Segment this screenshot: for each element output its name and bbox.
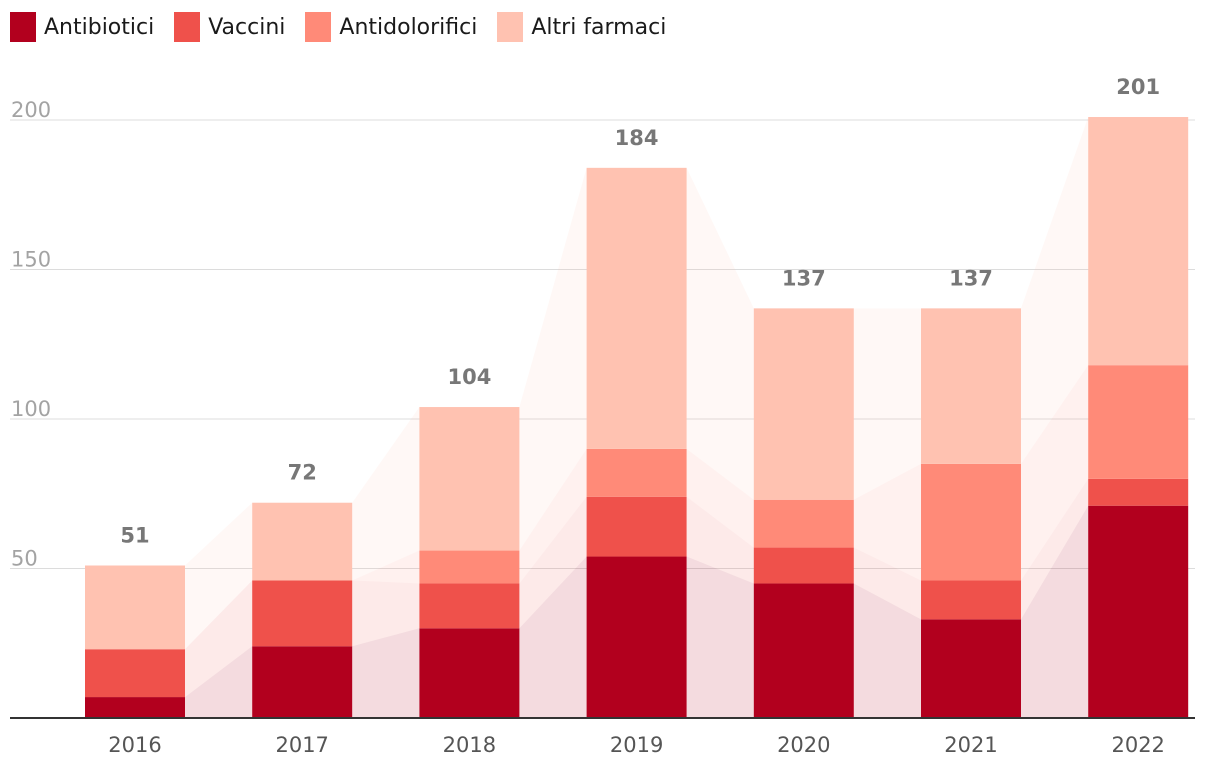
y-tick-label-200: 200 — [11, 98, 51, 122]
connector-1-2 — [519, 496, 587, 629]
bar-2021-series-2 — [921, 463, 1021, 581]
bar-2016-series-3 — [85, 565, 185, 650]
connector-0-1 — [352, 628, 420, 718]
connector-2-3 — [686, 448, 754, 548]
y-tick-label-150: 150 — [11, 248, 51, 272]
connector-0-3 — [686, 556, 754, 718]
bars — [85, 117, 1189, 718]
bar-2022-series-0 — [1088, 505, 1189, 718]
connector-1-3 — [686, 496, 754, 584]
connector-1-0 — [185, 580, 253, 698]
legend-swatch-3 — [497, 12, 524, 42]
legend-item-3: Altri farmaci — [497, 12, 666, 42]
connector-0-4 — [853, 583, 921, 718]
connector-0-2 — [519, 556, 587, 718]
connector-3-3 — [686, 167, 754, 500]
legend-label-0: Antibiotici — [44, 14, 155, 40]
bar-2017-series-1 — [252, 580, 353, 647]
legend-swatch-2 — [305, 12, 332, 42]
x-tick-label-2017: 2017 — [275, 733, 328, 757]
connector-2-4 — [853, 463, 921, 581]
legend-item-0: Antibiotici — [10, 12, 154, 42]
bar-2019-series-1 — [586, 496, 687, 557]
legend-label-2: Antidolorifici — [339, 14, 478, 40]
y-tick-label-100: 100 — [11, 397, 51, 421]
x-tick-label-2021: 2021 — [944, 733, 997, 757]
bar-2018-series-3 — [419, 407, 520, 551]
bar-2021-series-1 — [921, 580, 1021, 620]
bar-2018-series-0 — [419, 628, 520, 718]
connector-3-5 — [1021, 117, 1089, 464]
connector-2-5 — [1021, 365, 1089, 581]
connector-1-5 — [1021, 478, 1089, 620]
bar-2022-series-2 — [1088, 365, 1189, 479]
bar-2020-series-1 — [753, 547, 854, 584]
bar-2019-series-2 — [586, 448, 687, 497]
bar-2017-series-3 — [252, 502, 353, 581]
connector-2-1 — [352, 550, 420, 584]
x-tick-label-2016: 2016 — [108, 733, 161, 757]
total-label-2018: 104 — [447, 365, 491, 389]
x-tick-label-2022: 2022 — [1111, 733, 1164, 757]
connector-0-0 — [185, 646, 253, 718]
legend-label-1: Vaccini — [208, 14, 286, 40]
connector-3-4 — [853, 308, 921, 500]
bar-2019-series-0 — [586, 556, 687, 718]
connector-2-2 — [519, 448, 587, 584]
bar-2016-series-1 — [85, 649, 185, 698]
total-label-2021: 137 — [949, 266, 993, 290]
total-label-2020: 137 — [782, 266, 826, 290]
legend-label-3: Altri farmaci — [531, 14, 667, 40]
bar-2019-series-3 — [586, 167, 687, 449]
bar-2020-series-3 — [753, 308, 854, 500]
bar-2020-series-0 — [753, 583, 854, 718]
legend-item-2: Antidolorifici — [305, 12, 477, 42]
x-tick-label-2019: 2019 — [610, 733, 663, 757]
connector-3-0 — [185, 502, 253, 650]
bar-2022-series-1 — [1088, 478, 1189, 506]
y-tick-label-50: 50 — [11, 547, 38, 571]
legend: Antibiotici Vaccini Antidolorifici Altri fa… — [10, 11, 686, 43]
x-tick-label-2020: 2020 — [777, 733, 830, 757]
connector-0-5 — [1021, 505, 1089, 718]
bar-2022-series-3 — [1088, 117, 1189, 366]
legend-item-1: Vaccini — [174, 12, 285, 42]
total-label-2017: 72 — [288, 461, 317, 485]
bar-2018-series-1 — [419, 583, 520, 629]
connector-1-4 — [853, 547, 921, 620]
bar-2021-series-3 — [921, 308, 1021, 464]
bar-2017-series-0 — [252, 646, 353, 718]
legend-swatch-0 — [10, 12, 36, 42]
total-label-2022: 201 — [1116, 75, 1160, 99]
connector-areas — [185, 117, 1089, 718]
connector-3-1 — [352, 407, 420, 581]
total-label-2016: 51 — [120, 524, 149, 548]
bar-2021-series-0 — [921, 619, 1021, 718]
connector-3-2 — [519, 167, 587, 551]
bar-2020-series-2 — [753, 499, 854, 548]
total-label-2019: 184 — [615, 126, 659, 150]
bar-2018-series-2 — [419, 550, 520, 584]
legend-swatch-1 — [174, 12, 201, 42]
connector-1-1 — [352, 580, 420, 647]
bar-2016-series-0 — [85, 697, 185, 718]
x-tick-label-2018: 2018 — [443, 733, 496, 757]
